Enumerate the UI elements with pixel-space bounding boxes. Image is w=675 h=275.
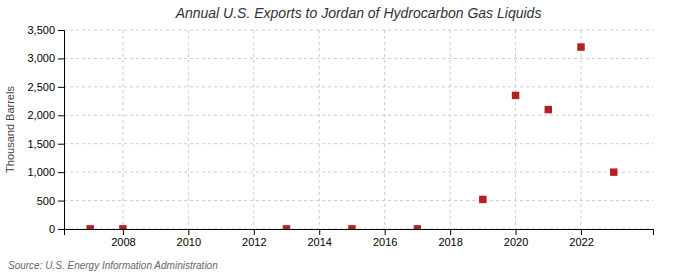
axis-line (65, 230, 654, 236)
tick: 2012 (242, 229, 266, 248)
tick: 2,000 (27, 109, 64, 121)
point (512, 92, 519, 99)
point (283, 225, 290, 229)
grid-line (122, 30, 123, 229)
tick-label: 2018 (438, 236, 462, 248)
tick-mark (58, 87, 64, 88)
tick-mark (58, 201, 64, 202)
grid-line (581, 30, 582, 229)
tick-label: 1,000 (27, 166, 55, 178)
tick-label: 1,500 (27, 138, 55, 150)
grid-line (64, 200, 653, 201)
tick-mark (581, 229, 582, 235)
source-note: Source: U.S. Energy Information Administ… (8, 260, 218, 271)
tick-label: 0 (49, 223, 55, 235)
tick-label: 2014 (307, 236, 331, 248)
axis-line (58, 31, 65, 230)
tick-label: 2012 (242, 236, 266, 248)
tick-mark (58, 172, 64, 173)
grid-line (450, 30, 451, 229)
tick-mark (516, 229, 517, 235)
point (348, 225, 355, 229)
tick-mark (58, 30, 64, 31)
tick: 2010 (177, 229, 201, 248)
tick-label: 2020 (504, 236, 528, 248)
tick-mark (58, 58, 64, 59)
tick-mark (58, 144, 64, 145)
tick-mark (450, 229, 451, 235)
tick: 2020 (504, 229, 528, 248)
point (414, 225, 421, 229)
title: Annual U.S. Exports to Jordan of Hydroca… (175, 5, 542, 21)
plot: 2008 2010 2012 2014 2016 2018 2020 2022 0 500 1,00… (27, 24, 653, 248)
grid-line (64, 115, 653, 116)
tick: 2008 (111, 229, 135, 248)
tick-mark (319, 229, 320, 235)
tick-label: 2008 (111, 236, 135, 248)
grid-line (64, 86, 653, 87)
tick-mark (254, 229, 255, 235)
tick-mark (385, 229, 386, 235)
point (479, 196, 486, 203)
grid-line (64, 143, 653, 144)
grid (64, 30, 653, 229)
y-axis-title: Thousand Barrels (4, 86, 16, 173)
points (86, 43, 617, 229)
tick-label: 2010 (177, 236, 201, 248)
tick: 2,500 (27, 81, 64, 93)
point (86, 225, 93, 229)
tick: 1,500 (27, 138, 64, 150)
tick-mark (188, 229, 189, 235)
chart: 2008 2010 2012 2014 2016 2018 2020 2022 0 500 1,00… (0, 0, 675, 275)
grid-line (253, 30, 254, 229)
grid-line (64, 172, 653, 173)
tick-label: 2022 (569, 236, 593, 248)
point (545, 106, 552, 113)
tick-label: 2016 (373, 236, 397, 248)
tick-label: 3,500 (27, 24, 55, 36)
tick: 2018 (438, 229, 462, 248)
grid-line (188, 30, 189, 229)
tick: 2016 (373, 229, 397, 248)
point (577, 43, 584, 50)
tick: 1,000 (27, 166, 64, 178)
tick: 3,500 (27, 24, 64, 36)
grid-line (64, 58, 653, 59)
y-axis: 0 500 1,000 1,500 2,000 2,500 3,000 3,500 (27, 24, 64, 235)
tick-mark (58, 229, 64, 230)
tick: 3,000 (27, 52, 64, 64)
tick-mark (58, 115, 64, 116)
point (610, 168, 617, 175)
x-axis: 2008 2010 2012 2014 2016 2018 2020 2022 (65, 229, 654, 248)
tick: 2022 (569, 229, 593, 248)
grid-line (64, 30, 653, 31)
tick: 500 (37, 195, 64, 207)
tick-label: 3,000 (27, 52, 55, 64)
tick-mark (123, 229, 124, 235)
point (119, 225, 126, 229)
tick-label: 2,500 (27, 81, 55, 93)
grid-line (384, 30, 385, 229)
tick-label: 2,000 (27, 109, 55, 121)
tick: 0 (49, 223, 64, 235)
tick-label: 500 (37, 195, 55, 207)
tick: 2014 (307, 229, 331, 248)
grid-line (319, 30, 320, 229)
grid-line (515, 30, 516, 229)
